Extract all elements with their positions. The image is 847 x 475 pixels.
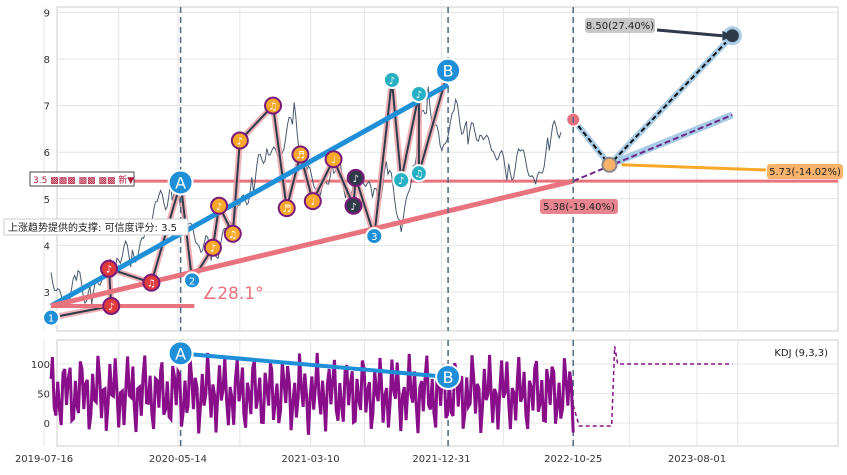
wave-marker <box>392 171 411 190</box>
legend-label: 3.5 ▩▩▩ ▩▩ ▩▩ 新▼ <box>33 174 134 186</box>
kdj-trendline <box>180 351 449 379</box>
wave-marker-label: ♪ <box>350 202 356 213</box>
wave-marker-label: ♩ <box>331 155 336 166</box>
support-label-box <box>540 199 618 214</box>
y-tick-label: 7 <box>44 102 50 113</box>
y-tick-label: 100 <box>31 360 50 371</box>
wave-marker <box>435 57 462 84</box>
support-label: 5.38(-19.40%) <box>543 202 615 213</box>
wave-marker <box>382 70 401 89</box>
kdj-marker <box>167 340 194 367</box>
support-trendline <box>50 178 574 309</box>
wave-marker <box>42 308 61 327</box>
wave-marker-label: 2 <box>189 276 195 287</box>
projection-trend-extension <box>572 113 733 183</box>
x-tick-label: 2021-03-10 <box>282 454 340 465</box>
wave-marker-label: ♪ <box>416 90 422 101</box>
wave-marker-label: ♪ <box>108 302 114 313</box>
wave-marker-label: ♪ <box>216 202 222 213</box>
target-label: 8.50(27.40%) <box>586 21 654 32</box>
projection-band-lower <box>608 111 734 169</box>
wave-marker-label: ♫ <box>414 169 423 180</box>
y-tick-label: 6 <box>44 148 50 159</box>
wave-marker-label: 1 <box>48 314 54 325</box>
wave-marker <box>291 145 310 164</box>
wave-marker <box>409 164 428 183</box>
kdj-marker-label: B <box>443 368 454 387</box>
wave-marker-label: ♪ <box>389 76 395 87</box>
wave-marker-label: 3 <box>371 232 377 243</box>
angle-label: ∠28.1° <box>202 284 264 304</box>
y-tick-label: 5 <box>44 195 50 206</box>
legend-box <box>29 171 135 187</box>
y-tick-label: 0 <box>44 419 50 430</box>
x-tick-label: 2023-08-01 <box>668 454 726 465</box>
x-tick-label: 2022-10-25 <box>544 454 602 465</box>
wave-marker-label: A <box>175 173 186 192</box>
wave-marker <box>99 259 118 278</box>
price-panel: 3 4 5 6 7 8 9 1 ♪ ♪ ♫ A 2 ♪ ♪ ♫ ♪ ♫ ♬ ♬ ♩ ♩ ♪ ♪ 3 ♪ ♪ ♪ ♫ B 8.50(27.40… <box>3 6 843 332</box>
wave-marker-label: ♪ <box>210 244 216 255</box>
kdj-marker <box>435 363 462 390</box>
wave-marker-label: ♬ <box>296 151 305 162</box>
y-tick-label: 9 <box>44 8 50 19</box>
wave-marker-label: ♫ <box>269 102 278 113</box>
wave-marker <box>183 271 202 290</box>
wave-marker <box>230 131 249 150</box>
wave-marker-label: ♪ <box>352 174 358 185</box>
x-tick-label: 2020-05-14 <box>149 454 207 465</box>
wave-marker <box>346 168 365 187</box>
target-label-box <box>585 18 655 33</box>
wave-marker-label: ♫ <box>228 230 237 241</box>
wave-marker <box>409 84 428 103</box>
wave-marker <box>277 199 296 218</box>
wave-marker <box>210 196 229 215</box>
x-tick-label: 2021-12-31 <box>412 454 470 465</box>
wave-marker <box>142 273 161 292</box>
y-tick-label: 50 <box>37 390 50 401</box>
wave-marker <box>303 192 322 211</box>
target-arrow <box>656 28 723 38</box>
kdj-projection-line <box>572 346 733 427</box>
wave-marker <box>102 296 121 315</box>
target-arrow-head <box>722 30 733 41</box>
wave-marker <box>264 96 283 115</box>
wave-marker <box>203 238 222 257</box>
pivot-arrow <box>621 163 767 172</box>
wave-marker-label: ♩ <box>310 197 315 208</box>
pivot-label-box <box>767 164 843 179</box>
wave-marker <box>223 224 242 243</box>
wave-marker <box>344 196 363 215</box>
trend-label-box <box>3 218 189 236</box>
x-axis: 2019-07-16 2020-05-14 2021-03-10 2021-12-31… <box>15 454 726 465</box>
pivot-label: 5.73(-14.02%) <box>769 167 841 178</box>
wave-marker <box>167 169 194 196</box>
wave-marker-label: ♫ <box>147 279 156 290</box>
wave-marker-label: ♪ <box>106 265 112 276</box>
wave-marker-label: ♬ <box>282 204 291 215</box>
kdj-line <box>49 352 575 435</box>
x-tick-label: 2019-07-16 <box>15 454 73 465</box>
y-tick-label: 4 <box>44 241 50 252</box>
wave-marker <box>324 150 343 169</box>
wave-marker-label: ♪ <box>398 176 404 187</box>
kdj-panel: 0 50 100 A B KDJ (9,3,3) <box>31 339 839 447</box>
wave-marker-label: ♪ <box>237 137 243 148</box>
kdj-marker-label: A <box>175 344 186 363</box>
kdj-title: KDJ (9,3,3) <box>774 348 828 359</box>
wave-marker-label: B <box>443 62 454 81</box>
wave-marker <box>365 227 384 246</box>
projection-pivot-marker <box>601 156 618 173</box>
trend-label: 上涨趋势提供的支撑: 可信度评分: 3.5 <box>8 221 177 234</box>
y-tick-label: 8 <box>44 55 50 66</box>
y-tick-label: 3 <box>44 288 50 299</box>
